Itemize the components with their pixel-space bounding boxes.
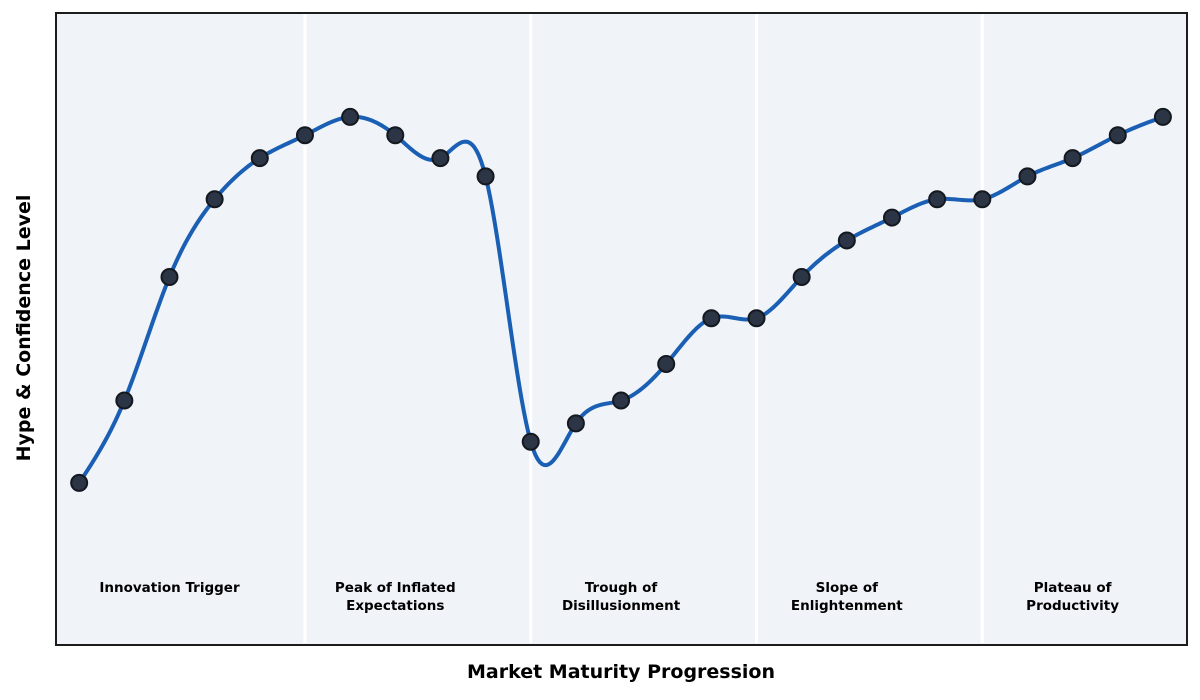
y-axis-label: Hype & Confidence Level xyxy=(13,194,35,462)
phase-label-plateau-of-productivity: Plateau of Productivity xyxy=(1026,580,1120,615)
phase-label-trough-of-disillusionment: Trough of Disillusionment xyxy=(561,580,681,615)
x-axis-label: Market Maturity Progression xyxy=(466,661,776,683)
phase-label-slope-of-enlightenment: Slope of Enlightenment xyxy=(790,580,903,615)
phase-label-innovation-trigger: Innovation Trigger xyxy=(99,580,240,597)
phase-label-peak-of-inflated-expectations: Peak of Inflated Expectations xyxy=(334,580,456,615)
plot-area xyxy=(55,11,1188,646)
